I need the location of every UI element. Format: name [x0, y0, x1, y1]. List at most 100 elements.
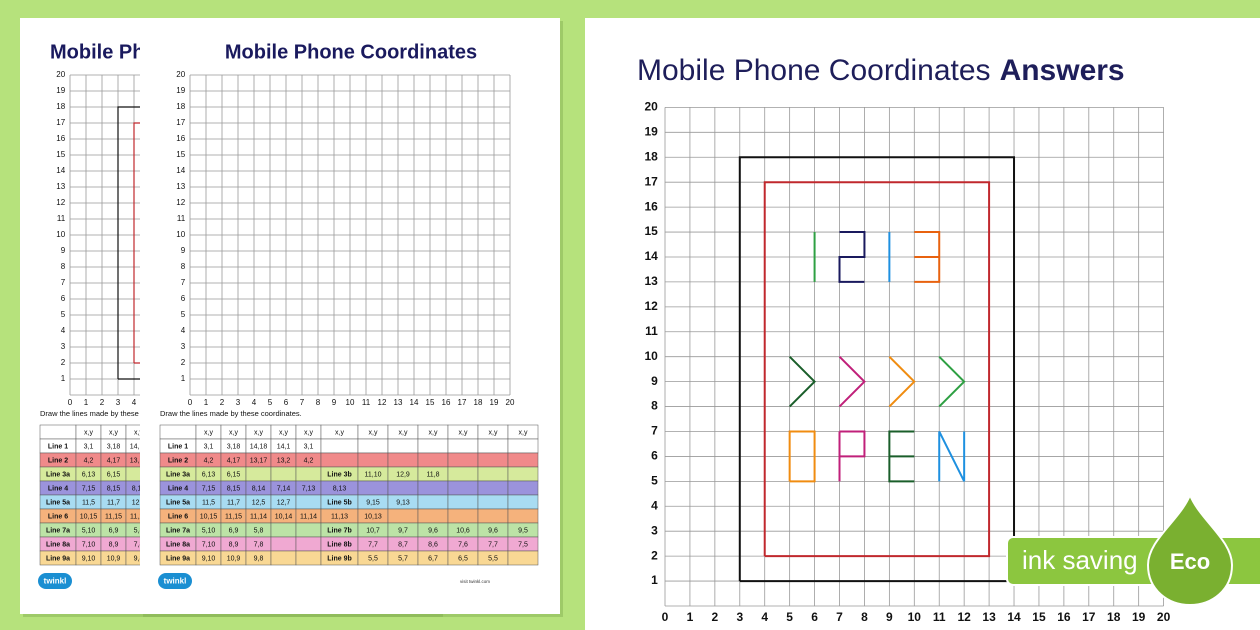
- table-text: 3,1: [304, 443, 314, 450]
- table-text: 3,1: [84, 443, 94, 450]
- table-cell: [477, 508, 509, 524]
- x-tick-label: 10: [908, 610, 922, 624]
- y-tick-label: 13: [176, 182, 185, 191]
- y-tick-label: 7: [651, 424, 658, 438]
- x-tick-label: 17: [458, 398, 467, 407]
- x-tick-label: 2: [100, 398, 105, 407]
- y-tick-label: 14: [176, 166, 185, 175]
- logo: twinkl: [164, 577, 187, 586]
- x-tick-label: 9: [332, 398, 337, 407]
- y-tick-label: 2: [61, 358, 66, 367]
- x-tick-label: 9: [886, 610, 893, 624]
- drawn-line: [888, 430, 915, 483]
- table-text: 10,15: [80, 513, 98, 520]
- x-tick-label: 3: [236, 398, 241, 407]
- x-tick-label: 7: [300, 398, 305, 407]
- table-cell: [417, 452, 449, 468]
- y-tick-label: 3: [181, 342, 186, 351]
- table-text: 11,15: [105, 513, 122, 520]
- table-text: 4,2: [84, 457, 94, 464]
- y-tick-label: 10: [56, 230, 65, 239]
- x-tick-label: 16: [442, 398, 451, 407]
- table-text: 9,8: [254, 555, 264, 562]
- drawn-line: [938, 431, 966, 482]
- table-text: Line 9a: [166, 555, 190, 562]
- table-text: 10,9: [107, 555, 121, 562]
- table-text: 11,7: [227, 499, 240, 506]
- table-cell: [387, 508, 419, 524]
- table-cell: [417, 480, 449, 496]
- y-tick-label: 7: [61, 278, 66, 287]
- drawn-line: [788, 355, 816, 408]
- answers-title: Mobile Phone Coordinates Answers: [637, 54, 1125, 87]
- table-cell: [295, 536, 322, 552]
- table-text: Line 8a: [46, 541, 70, 548]
- y-tick-label: 5: [61, 310, 66, 319]
- table-text: 11,7: [107, 499, 120, 506]
- x-tick-label: 18: [474, 398, 483, 407]
- table-text: 10,6: [456, 527, 470, 534]
- table-text: Line 1: [168, 443, 188, 450]
- x-tick-label: 11: [362, 398, 371, 407]
- table-text: 8,7: [398, 541, 408, 548]
- table-text: 9,6: [488, 527, 498, 534]
- table-text: 7,10: [202, 541, 216, 548]
- table-text: 8,9: [109, 541, 119, 548]
- y-tick-label: 5: [651, 474, 658, 488]
- y-tick-label: 4: [61, 326, 66, 335]
- y-tick-label: 20: [176, 70, 185, 79]
- y-tick-label: 20: [56, 70, 65, 79]
- table-text: 13,2: [277, 457, 291, 464]
- y-tick-label: 17: [56, 118, 65, 127]
- table-text: 5,8: [134, 527, 144, 534]
- table-text: 7,7: [488, 541, 498, 548]
- table-cell: [447, 452, 479, 468]
- table-text: 5,5: [488, 555, 498, 562]
- table-cell: [447, 466, 479, 482]
- table-text: 8,6: [428, 541, 438, 548]
- x-tick-label: 10: [346, 398, 355, 407]
- table-cell: [270, 536, 297, 552]
- table-text: 6,9: [229, 527, 239, 534]
- y-tick-label: 10: [644, 349, 658, 363]
- table-text: x,y: [304, 429, 313, 436]
- x-tick-label: 11: [933, 610, 946, 624]
- table-text: 6,5: [458, 555, 468, 562]
- x-tick-label: 12: [378, 398, 387, 407]
- table-text: x,y: [229, 429, 238, 436]
- x-tick-label: 13: [394, 398, 403, 407]
- table-text: x,y: [519, 429, 528, 436]
- y-tick-label: 14: [56, 166, 65, 175]
- table-text: x,y: [254, 429, 263, 436]
- table-cell: [270, 466, 297, 482]
- y-tick-label: 13: [644, 274, 658, 288]
- table-text: 11,5: [82, 499, 95, 506]
- table-cell: [507, 550, 539, 566]
- y-tick-label: 18: [644, 149, 658, 163]
- table-text: Line 3a: [166, 471, 190, 478]
- x-tick-label: 0: [68, 398, 73, 407]
- table-text: 11,5: [202, 499, 215, 506]
- table-cell: [39, 424, 77, 440]
- y-tick-label: 11: [645, 324, 658, 338]
- x-tick-label: 19: [1132, 610, 1146, 624]
- y-tick-label: 8: [181, 262, 186, 271]
- table-cell: [447, 480, 479, 496]
- y-tick-label: 18: [176, 102, 185, 111]
- instruction: Draw the lines made by these coordinates…: [160, 409, 302, 418]
- table-text: x,y: [429, 429, 438, 436]
- y-tick-label: 16: [176, 134, 185, 143]
- table-cell: [295, 522, 322, 538]
- table-text: 8,15: [227, 485, 241, 492]
- x-tick-label: 14: [1007, 610, 1021, 624]
- table-cell: [270, 550, 297, 566]
- x-tick-label: 14: [410, 398, 419, 407]
- table-text: Line 4: [48, 485, 68, 492]
- table-cell: [295, 494, 322, 510]
- eco-badge: ink saving Eco: [1006, 492, 1260, 607]
- table-text: 8,14: [132, 485, 146, 492]
- x-tick-label: 7: [836, 610, 843, 624]
- table-text: 6,15: [227, 471, 241, 478]
- table-text: Line 9b: [327, 555, 352, 562]
- table-cell: [320, 452, 359, 468]
